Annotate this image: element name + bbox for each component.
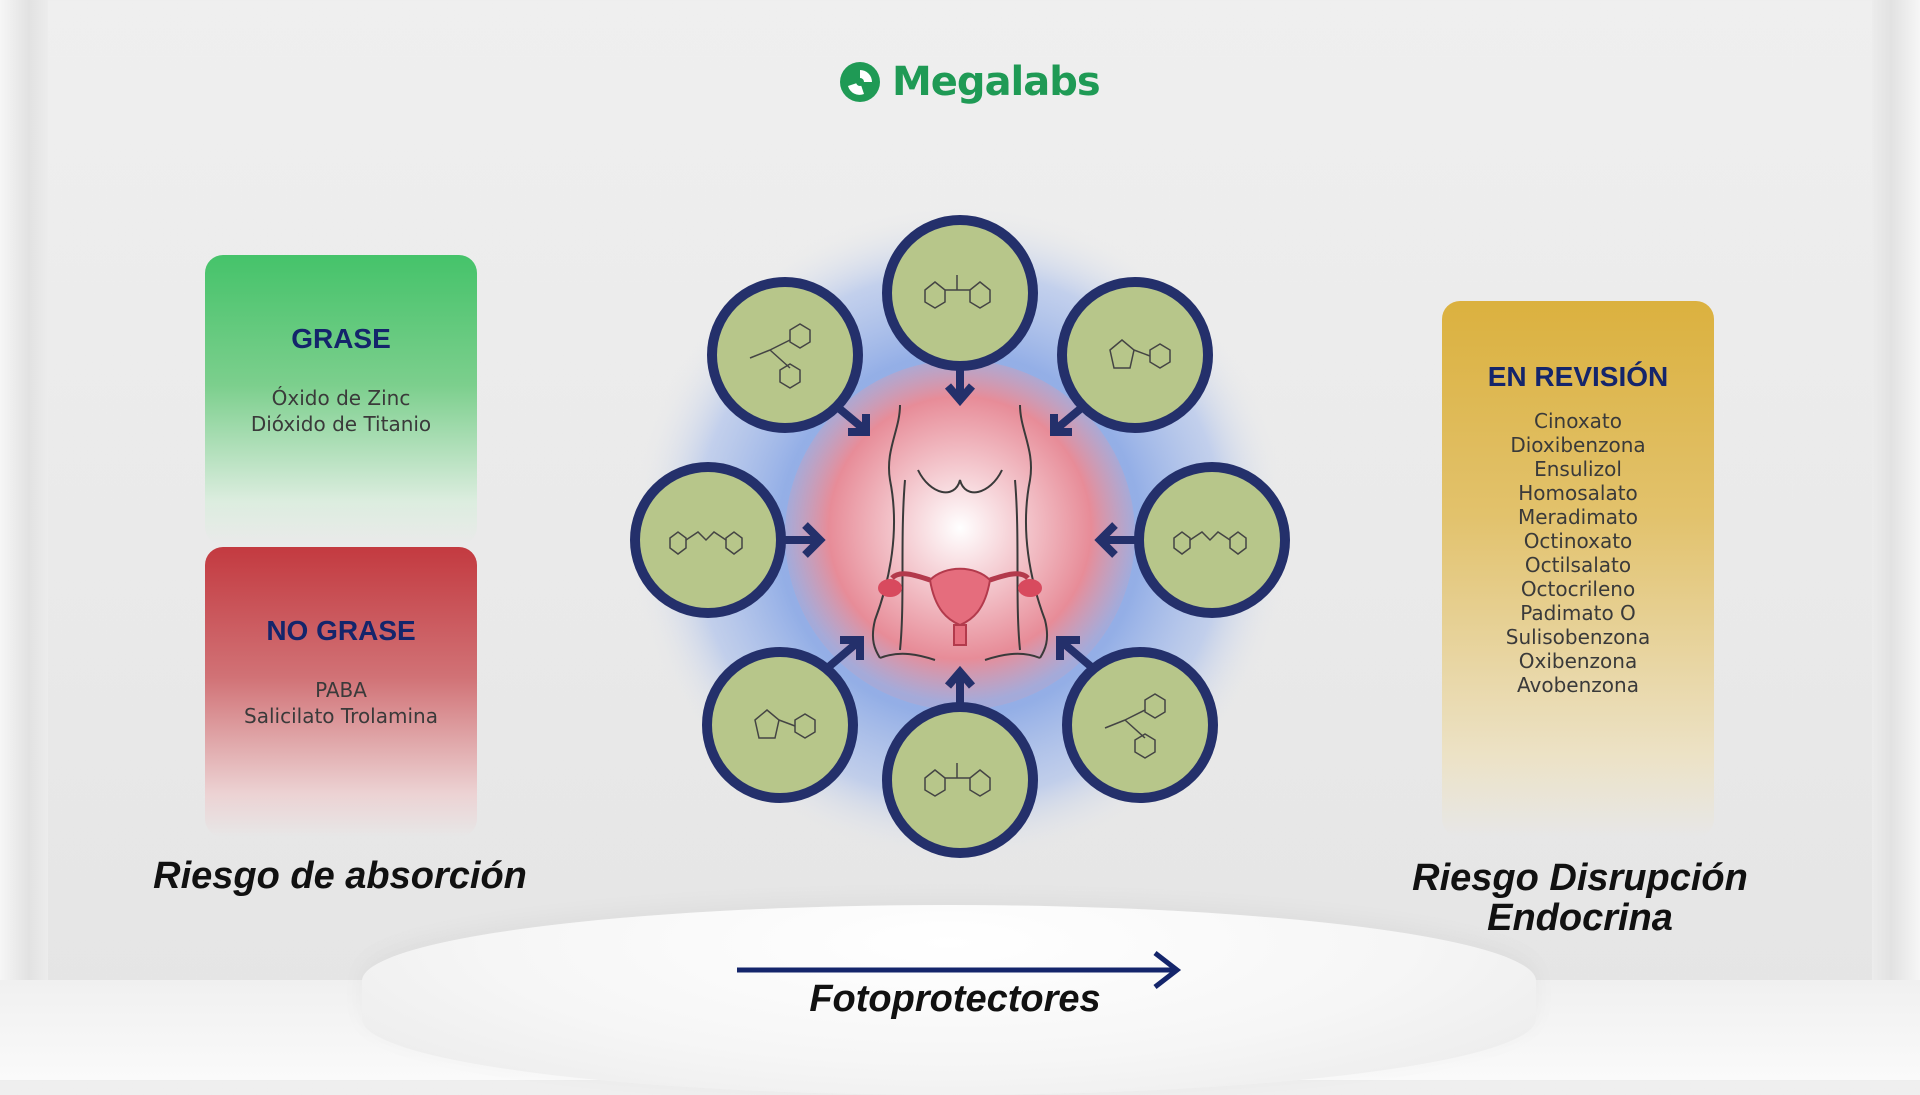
molecule-node-top: [882, 215, 1038, 407]
curtain-left: [0, 0, 48, 1080]
molecule-node-bottom-right: [1056, 636, 1218, 803]
uterus-icon: [878, 567, 1042, 646]
grase-item: Óxido de Zinc: [271, 386, 411, 410]
pink-glow: [785, 360, 1135, 710]
camphor-icon: [1109, 339, 1171, 369]
camphor-icon: [754, 709, 816, 739]
molecule-node-left: [630, 462, 826, 618]
molecule-node-right: [1094, 462, 1290, 618]
curtain-right: [1872, 0, 1920, 1080]
megalabs-logo-icon: [840, 62, 880, 102]
octocrylene-icon: [749, 323, 811, 389]
central-diagram: [630, 205, 1290, 865]
molecule-node-bottom-left: [702, 636, 864, 803]
no-grase-title: NO GRASE: [266, 615, 416, 646]
logo-text: Megalabs: [892, 59, 1101, 105]
en-revision-item: Dioxibenzona: [1510, 433, 1646, 457]
grase-item: Dióxido de Titanio: [250, 412, 432, 436]
grase-title: GRASE: [291, 323, 391, 354]
grase-card: GRASE Óxido de Zinc Dióxido de Titanio: [205, 255, 477, 545]
avobenzone-icon: [1173, 531, 1247, 555]
en-revision-item: Octinoxato: [1523, 529, 1633, 553]
en-revision-title: EN REVISIÓN: [1487, 361, 1669, 392]
endocrine-risk-caption: Riesgo Disrupción Endocrina: [1390, 858, 1770, 938]
avobenzone-icon: [669, 531, 743, 555]
en-revision-item: Padimato O: [1520, 601, 1636, 625]
benzophenone-icon: [924, 275, 991, 309]
en-revision-card: EN REVISIÓN Cinoxato Dioxibenzona Ensuli…: [1442, 301, 1714, 837]
absorption-risk-caption: Riesgo de absorción: [153, 855, 527, 897]
grase-list: Óxido de Zinc Dióxido de Titanio: [205, 385, 477, 437]
endocrine-risk-line: Riesgo Disrupción: [1412, 857, 1748, 899]
no-grase-card: NO GRASE PABA Salicilato Trolamina: [205, 547, 477, 837]
podium: [362, 905, 1536, 1095]
no-grase-item: Salicilato Trolamina: [244, 704, 438, 728]
en-revision-item: Octilsalato: [1524, 553, 1632, 577]
endocrine-risk-line: Endocrina: [1487, 897, 1673, 939]
en-revision-item: Octocrileno: [1520, 577, 1636, 601]
molecule-node-bottom: [882, 665, 1038, 858]
en-revision-item: Meradimato: [1517, 505, 1639, 529]
fotoprotectores-arrow: [737, 951, 1182, 989]
en-revision-item: Avobenzona: [1517, 673, 1639, 697]
en-revision-list: Cinoxato Dioxibenzona Ensulizol Homosala…: [1442, 409, 1714, 697]
molecule-node-top-right: [1050, 277, 1213, 436]
female-torso-icon: [871, 404, 1049, 661]
en-revision-item: Homosalato: [1518, 481, 1638, 505]
en-revision-item: Oxibenzona: [1518, 649, 1638, 673]
no-grase-list: PABA Salicilato Trolamina: [205, 677, 477, 729]
en-revision-item: Ensulizol: [1534, 457, 1622, 481]
molecule-node-top-left: [707, 277, 870, 436]
en-revision-item: Cinoxato: [1534, 409, 1622, 433]
megalabs-logo: Megalabs: [838, 55, 1101, 109]
benzophenone-icon: [924, 763, 991, 797]
fotoprotectores-caption: Fotoprotectores: [809, 978, 1101, 1020]
no-grase-item: PABA: [315, 678, 367, 702]
octocrylene-icon: [1104, 693, 1166, 759]
en-revision-item: Sulisobenzona: [1505, 625, 1651, 649]
